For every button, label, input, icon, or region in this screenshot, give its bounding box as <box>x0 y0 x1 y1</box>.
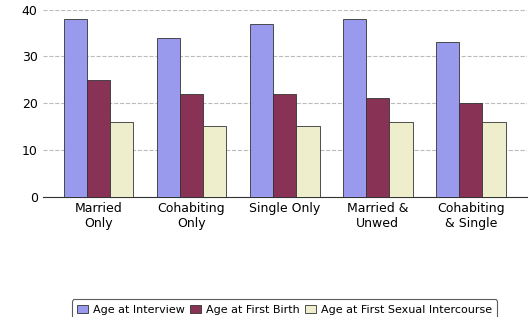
Bar <box>87 80 110 197</box>
Bar <box>273 94 296 197</box>
Bar <box>459 103 483 197</box>
Bar <box>366 98 389 197</box>
Bar <box>296 126 320 197</box>
Bar <box>110 122 134 197</box>
Bar <box>250 23 273 197</box>
Bar <box>156 38 180 197</box>
Bar <box>436 42 459 197</box>
Bar <box>180 94 203 197</box>
Bar <box>389 122 413 197</box>
Legend: Age at Interview, Age at First Birth, Age at First Sexual Intercourse: Age at Interview, Age at First Birth, Ag… <box>72 299 497 317</box>
Bar <box>343 19 366 197</box>
Bar <box>203 126 227 197</box>
Bar <box>483 122 506 197</box>
Bar <box>63 19 87 197</box>
